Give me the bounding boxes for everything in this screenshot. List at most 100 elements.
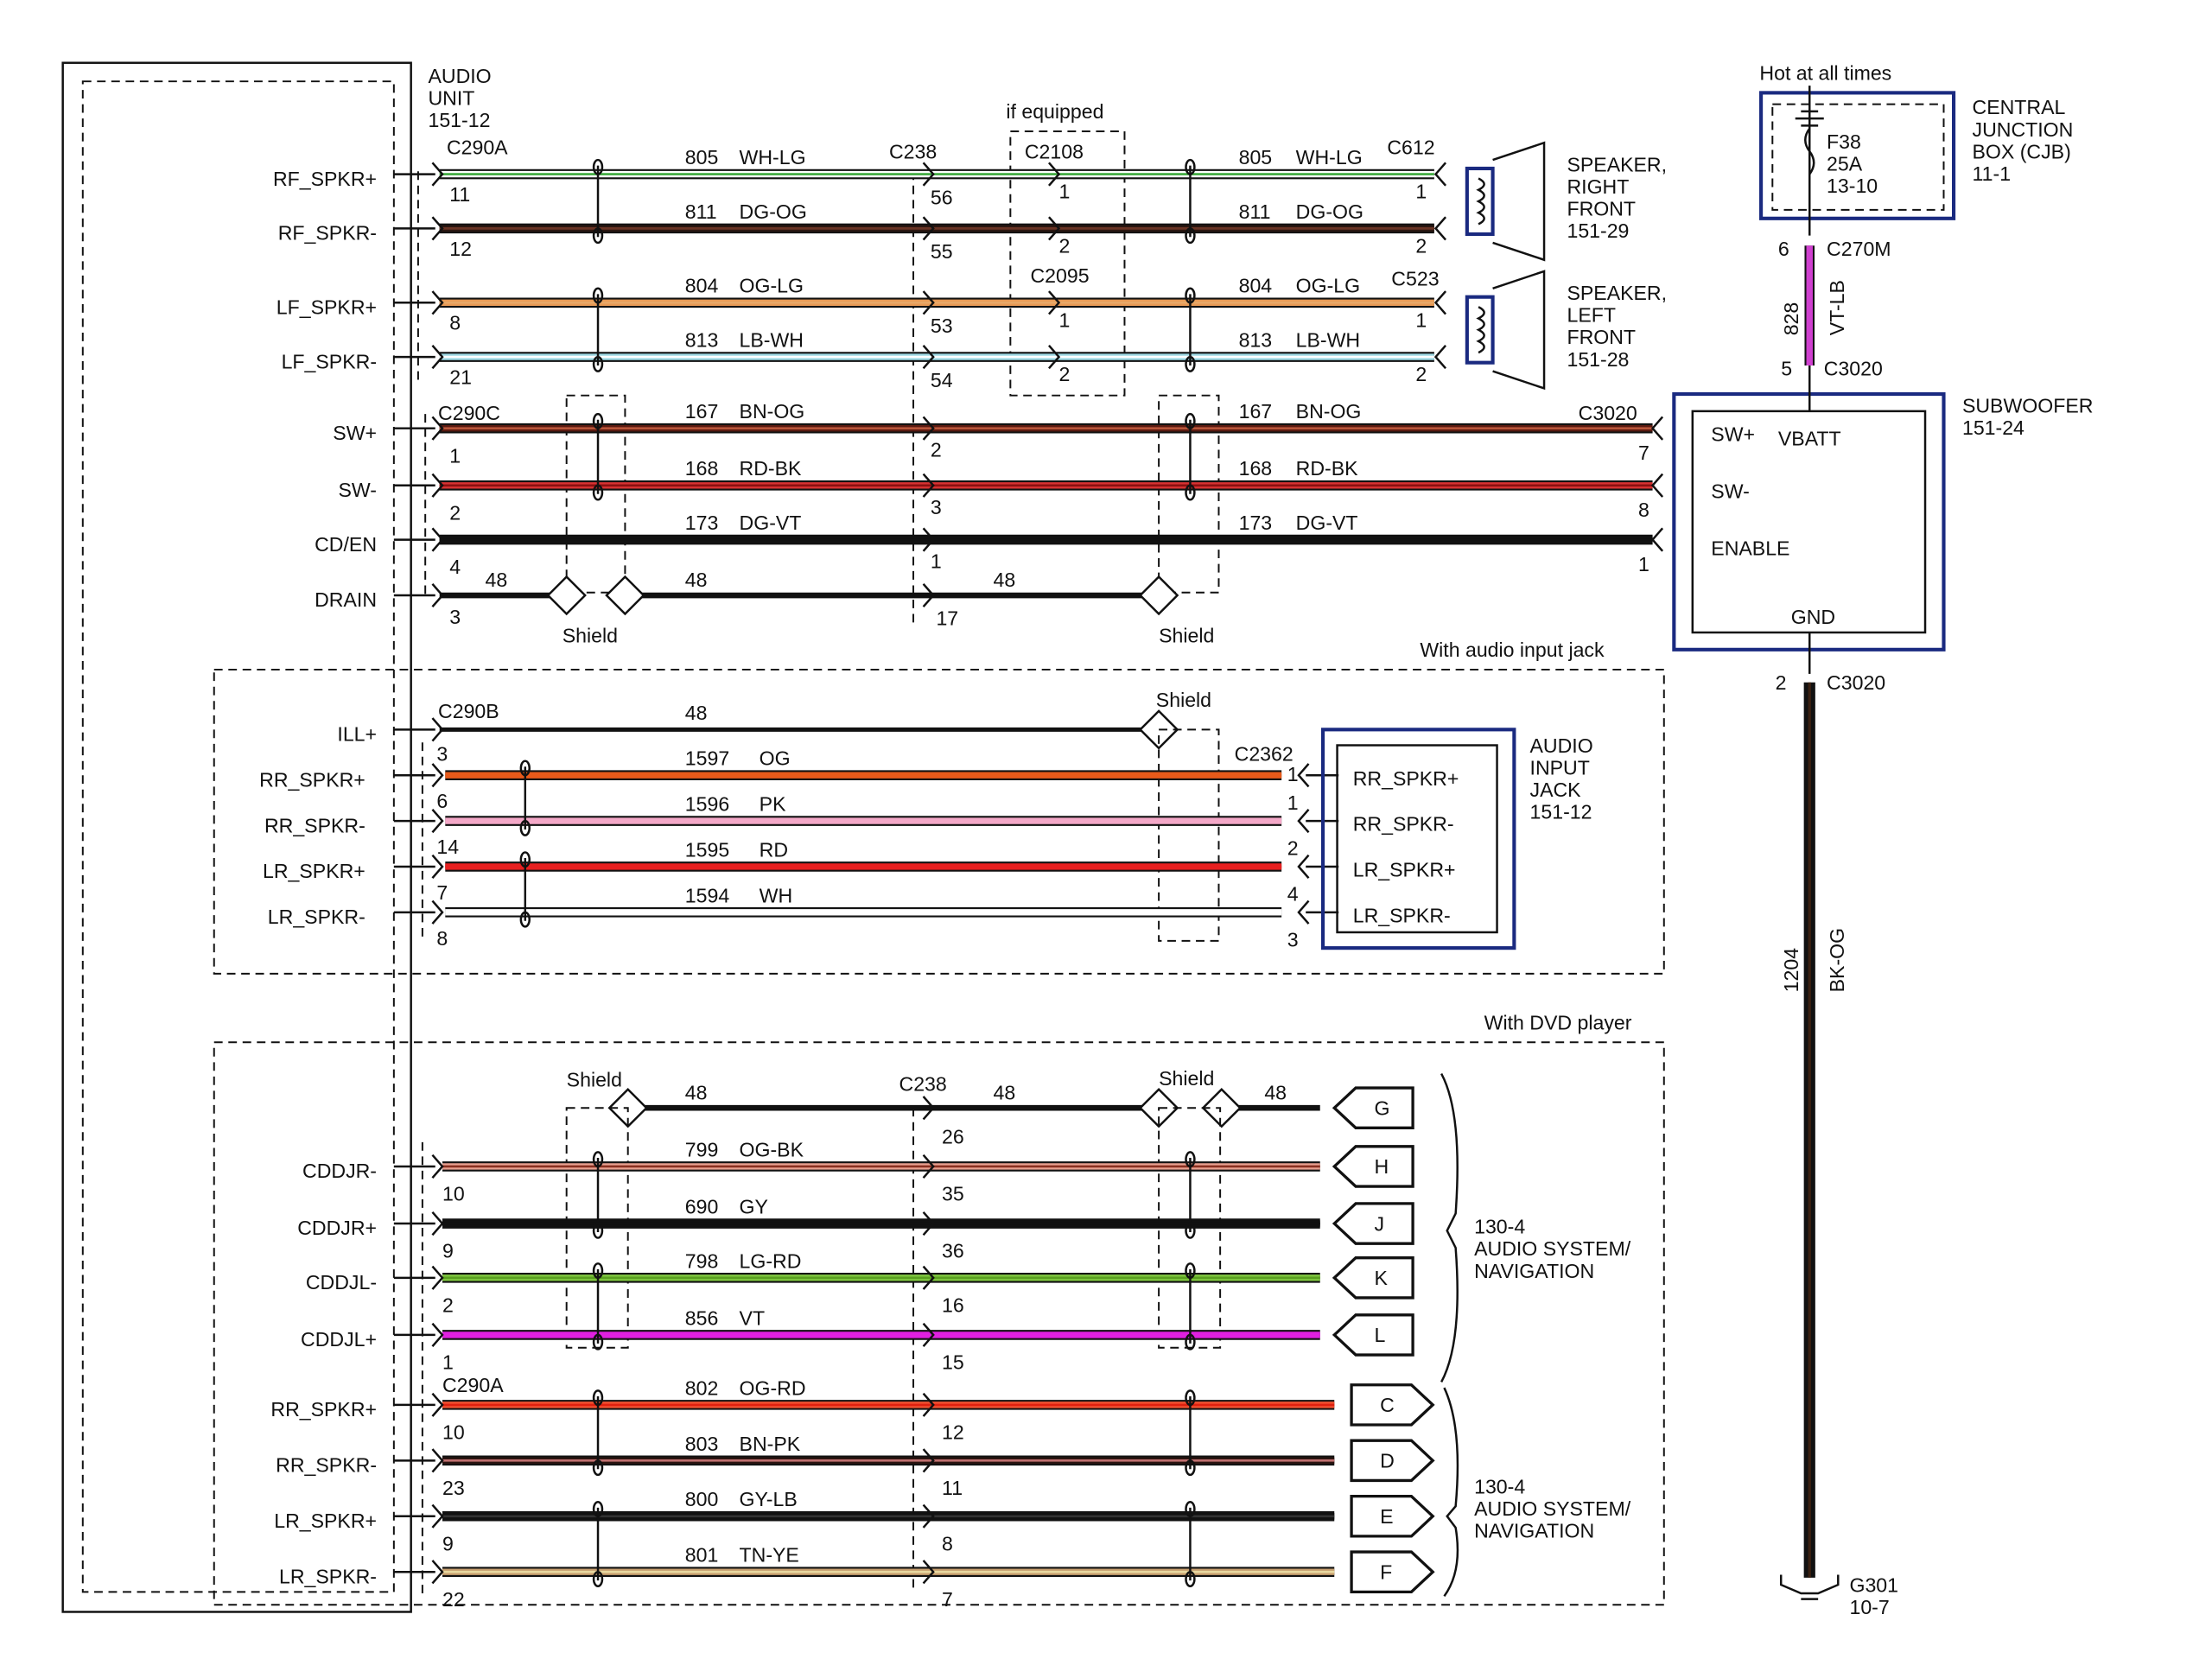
circuit-number: 48 (685, 569, 708, 591)
circuit-number: 798 (685, 1249, 719, 1272)
pin-number: 10 (442, 1421, 465, 1444)
wire-color-code: GY-LB (740, 1488, 798, 1510)
fuse-label: F38 (1827, 130, 1861, 153)
shield-label: Shield (1159, 625, 1214, 647)
connector-arrow-icon (922, 1265, 935, 1290)
audio-unit-pin-label: RF_SPKR- (278, 222, 377, 245)
connector-arrow-icon (431, 1503, 444, 1529)
twisted-pair-icon (519, 819, 531, 836)
audio-unit-pin-label: CDDJR+ (297, 1217, 377, 1239)
connector-arrow-icon (922, 1154, 935, 1179)
pin-number: 6 (436, 790, 448, 812)
connector-arrow-icon (1650, 527, 1664, 552)
connector-arrow-icon (922, 416, 935, 441)
pin-number: 3 (449, 606, 461, 628)
pin-number: 7 (942, 1588, 953, 1611)
twisted-pair-icon (1185, 158, 1196, 175)
shield-box (565, 394, 626, 594)
audio-input-jack-inner-box (1336, 744, 1498, 934)
audio-unit-pin-label: LF_SPKR- (282, 350, 377, 372)
audio-system-navigation-label: 130-4 (1474, 1475, 1525, 1497)
connector-c2362: C2362 (1235, 743, 1294, 766)
pin-number: 5 (1781, 358, 1792, 380)
circuit-number: 48 (486, 569, 508, 591)
pin-number: 10 (442, 1183, 465, 1205)
circuit-number: 48 (685, 1081, 708, 1103)
pin-number: 1 (1415, 181, 1427, 203)
pin-number: 53 (931, 315, 953, 337)
connector-c290b: C290B (438, 700, 499, 722)
circuit-number: 805 (1239, 146, 1273, 168)
pin-number: 12 (449, 238, 472, 260)
shield-box (565, 1107, 629, 1349)
terminal-label: L (1375, 1324, 1386, 1346)
wire-color-code: LG-RD (740, 1249, 802, 1272)
twisted-pair-icon (592, 412, 604, 429)
connector-arrow-icon (922, 527, 935, 552)
wire-color-code: DG-VT (1296, 512, 1358, 534)
speaker-coil-icon (1476, 177, 1485, 226)
terminal-label: E (1380, 1505, 1393, 1528)
audio-input-jack-label: JACK (1530, 779, 1582, 801)
wire-color-code: RD (760, 838, 788, 861)
connector-arrow-icon (922, 473, 935, 498)
twisted-pair-icon (1185, 355, 1196, 372)
connector-c238: C238 (889, 140, 937, 162)
connector-arrow-icon (922, 1503, 935, 1529)
connector-c2095: C2095 (1030, 264, 1089, 287)
pin-number: 22 (442, 1588, 465, 1611)
terminal-j (1332, 1202, 1414, 1245)
audio-unit-box (61, 61, 412, 1613)
circuit-number: 805 (685, 146, 719, 168)
audio-input-jack-label: AUDIO (1530, 734, 1593, 757)
connector-arrow-icon (1433, 345, 1447, 370)
circuit-number: 811 (685, 200, 717, 223)
pin-number: 11 (942, 1477, 963, 1499)
circuit-number: 856 (685, 1306, 719, 1329)
wire-color-code: VT (740, 1306, 766, 1329)
wire-color-code: BN-PK (740, 1433, 801, 1455)
terminal-label: H (1375, 1155, 1389, 1178)
connector-c523: C523 (1391, 267, 1439, 289)
pin-number: 6 (1778, 238, 1789, 260)
cjb-label: 11-1 (1973, 162, 2012, 185)
shield-label: Shield (1156, 689, 1211, 711)
wire-color-code: BN-OG (740, 400, 805, 423)
circuit-number: 1594 (685, 884, 730, 906)
note-if-equipped: if equipped (1006, 100, 1103, 123)
twisted-pair-icon (592, 484, 604, 501)
brace-icon (1440, 1072, 1459, 1383)
wire-color-code: LB-WH (740, 329, 804, 352)
connector-c612: C612 (1387, 136, 1434, 158)
terminal-e (1350, 1494, 1435, 1538)
twisted-pair-icon (1185, 1459, 1196, 1477)
circuit-number: 803 (685, 1433, 719, 1455)
speaker-label: FRONT (1567, 326, 1636, 348)
twisted-pair-icon (592, 1459, 604, 1477)
cjb-label: JUNCTION (1973, 118, 2074, 141)
connector-arrow-icon (1297, 763, 1310, 788)
twisted-pair-icon (592, 1262, 604, 1280)
audio-unit-pin-label: RF_SPKR+ (273, 168, 377, 190)
connector-arrow-icon (1048, 216, 1061, 241)
jack-end-pin: 3 (1287, 928, 1299, 950)
twisted-pair-icon (519, 851, 531, 868)
wire-color-code: RD-BK (1296, 457, 1358, 480)
wire-color-code: PK (760, 793, 786, 816)
connector-arrow-icon (922, 162, 935, 187)
connector-c270m: C270M (1827, 238, 1891, 260)
audio-unit-pin-label: LR_SPKR- (279, 1565, 377, 1587)
terminal-label: K (1375, 1267, 1389, 1289)
shield-drain-icon (1138, 709, 1179, 750)
connector-arrow-icon (431, 1560, 444, 1585)
connector-c290a: C290A (442, 1374, 504, 1396)
wire-color-code: LB-WH (1296, 329, 1360, 352)
connector-arrow-icon (1433, 216, 1447, 241)
terminal-k (1332, 1256, 1414, 1300)
twisted-pair-icon (592, 1389, 604, 1407)
twisted-pair-icon (592, 1501, 604, 1518)
connector-arrow-icon (922, 1096, 935, 1121)
connector-arrow-icon (922, 1211, 935, 1236)
audio-unit-pin-label: CDDJR- (302, 1160, 377, 1182)
pin-number: 36 (942, 1240, 964, 1262)
